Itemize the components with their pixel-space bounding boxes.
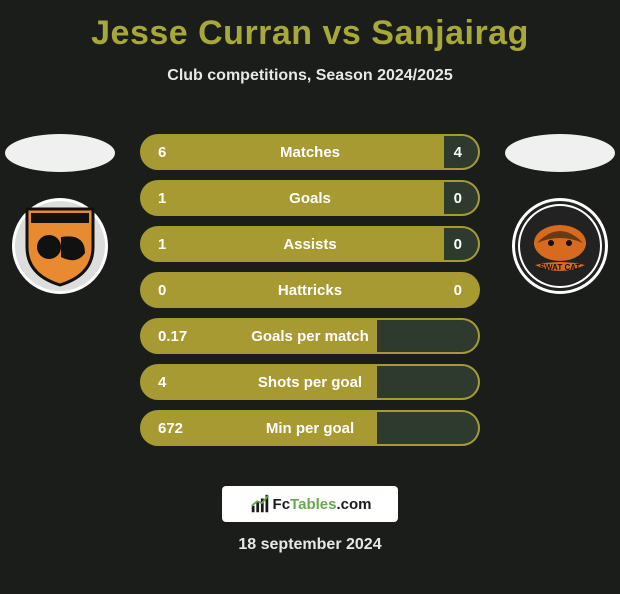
player-right-club-badge: SWAT CAT bbox=[512, 198, 608, 294]
stat-left-value: 1 bbox=[158, 236, 212, 253]
brand-tables: Tables bbox=[290, 496, 336, 513]
club-badge-right-icon: SWAT CAT bbox=[517, 203, 603, 289]
stat-row: 6Matches4 bbox=[140, 134, 480, 170]
brand-text: FcTables.com bbox=[273, 496, 372, 513]
player-left-photo bbox=[5, 134, 115, 172]
player-right-column: SWAT CAT bbox=[500, 134, 620, 294]
stat-label: Matches bbox=[212, 144, 408, 161]
stat-left-value: 1 bbox=[158, 190, 212, 207]
brand-pill: FcTables.com bbox=[222, 486, 398, 522]
subtitle: Club competitions, Season 2024/2025 bbox=[0, 67, 620, 85]
stat-left-value: 4 bbox=[158, 374, 212, 391]
stat-right-value: 0 bbox=[408, 236, 462, 253]
stat-label: Goals bbox=[212, 190, 408, 207]
page-title: Jesse Curran vs Sanjairag bbox=[0, 14, 620, 53]
stat-left-value: 672 bbox=[158, 420, 212, 437]
stat-row: 1Assists0 bbox=[140, 226, 480, 262]
brand-com: .com bbox=[336, 496, 371, 513]
stat-left-value: 6 bbox=[158, 144, 212, 161]
player-left-club-badge bbox=[12, 198, 108, 294]
stat-row: 0Hattricks0 bbox=[140, 272, 480, 308]
stat-right-value: 0 bbox=[408, 190, 462, 207]
stat-left-value: 0.17 bbox=[158, 328, 212, 345]
brand-fc: Fc bbox=[273, 496, 291, 513]
stat-row: 672Min per goal bbox=[140, 410, 480, 446]
stat-right-value: 4 bbox=[408, 144, 462, 161]
badge-right-label: SWAT CAT bbox=[540, 263, 581, 272]
stat-label: Assists bbox=[212, 236, 408, 253]
club-badge-left-icon bbox=[17, 203, 103, 289]
stat-label: Goals per match bbox=[212, 328, 408, 345]
stat-row: 1Goals0 bbox=[140, 180, 480, 216]
stat-row: 0.17Goals per match bbox=[140, 318, 480, 354]
stat-label: Min per goal bbox=[212, 420, 408, 437]
stat-row: 4Shots per goal bbox=[140, 364, 480, 400]
stats-container: 6Matches41Goals01Assists00Hattricks00.17… bbox=[140, 134, 480, 456]
player-left-column bbox=[0, 134, 120, 294]
stat-label: Hattricks bbox=[212, 282, 408, 299]
stat-label: Shots per goal bbox=[212, 374, 408, 391]
stat-right-value: 0 bbox=[408, 282, 462, 299]
date: 18 september 2024 bbox=[0, 536, 620, 554]
player-right-photo bbox=[505, 134, 615, 172]
chart-icon bbox=[249, 493, 271, 515]
stat-left-value: 0 bbox=[158, 282, 212, 299]
